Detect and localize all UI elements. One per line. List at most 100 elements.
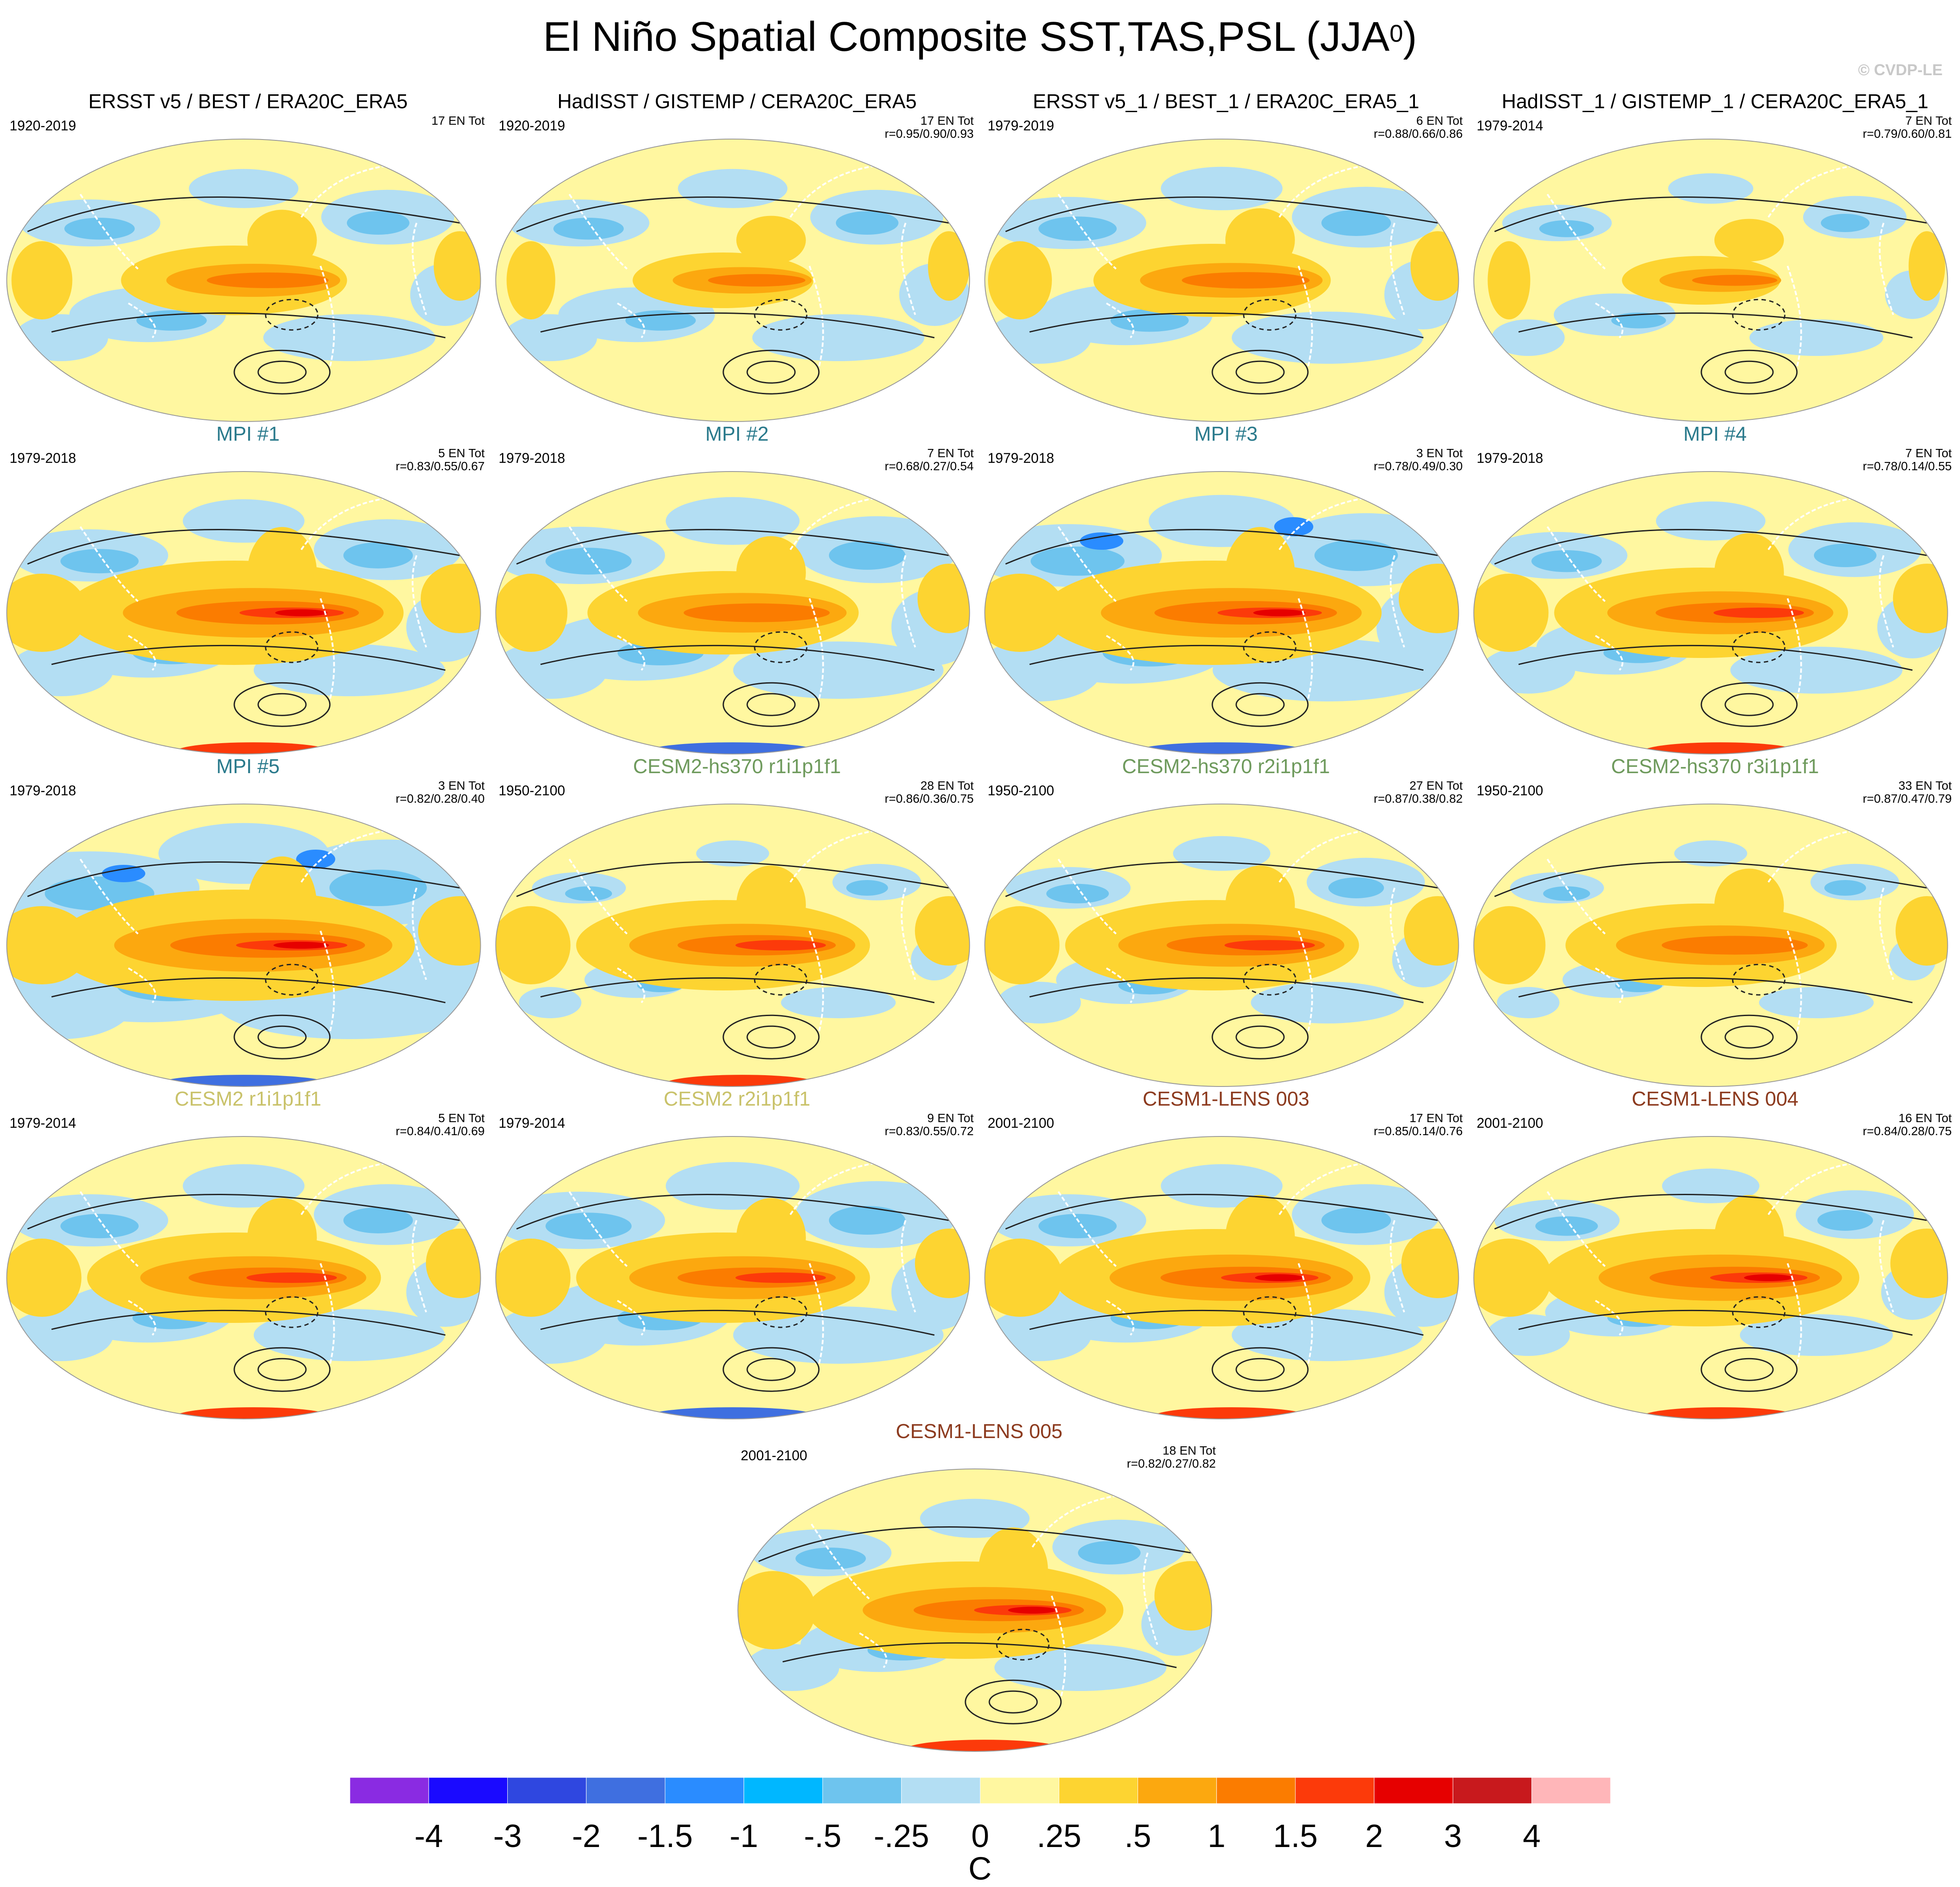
cold-anomaly-region [733, 1306, 944, 1364]
psl-contour [1211, 349, 1309, 395]
event-count-text: 28 EN Tot [920, 779, 974, 792]
cold-anomaly-region [1038, 1214, 1117, 1239]
psl-contour [1700, 1014, 1798, 1060]
cold-anomaly-region [1321, 210, 1391, 236]
map-border [495, 1136, 970, 1419]
strong-cold-anomaly [1274, 517, 1314, 536]
panel-period: 2001-2100 [988, 1115, 1055, 1131]
cold-anomaly-region [1740, 1314, 1893, 1356]
map-border [1473, 139, 1948, 422]
psl-contour [1235, 1358, 1285, 1381]
pattern-correlation-text: r=0.68/0.27/0.54 [885, 459, 974, 473]
warm-anomaly-region [985, 906, 1060, 984]
pattern-correlation-text: r=0.87/0.38/0.82 [1374, 792, 1463, 805]
panel-event-count: 7 EN Tot r=0.78/0.14/0.55 [1863, 447, 1952, 473]
pattern-correlation-text: r=0.78/0.49/0.30 [1374, 459, 1463, 473]
warm-anomaly-region [496, 1239, 571, 1317]
cold-anomaly-region [1046, 884, 1109, 904]
psl-contour [1724, 1358, 1774, 1381]
panel-title: ERSST v5_1 / BEST_1 / ERA20C_ERA5_1 [1033, 90, 1419, 113]
psl-contour [51, 312, 446, 339]
robinson-map [1473, 1136, 1948, 1419]
psl-contour [27, 529, 460, 565]
cold-anomaly-region [1314, 540, 1398, 571]
psl-contour [1029, 312, 1424, 339]
coastline [80, 830, 427, 1032]
antarctic-warm-anomaly [1642, 1407, 1799, 1419]
colorbar-tick-label: -3 [493, 1818, 522, 1854]
panel-event-count: 3 EN Tot r=0.78/0.49/0.30 [1374, 447, 1463, 473]
cold-anomaly-region [1231, 1309, 1423, 1361]
map-panel: CESM2 r2i1p1f1 1979-2014 9 EN Tot r=0.83/0.… [492, 1086, 982, 1419]
panel-event-count: 33 EN Tot r=0.87/0.47/0.79 [1863, 779, 1952, 805]
psl-contour [1211, 1347, 1309, 1392]
cold-anomaly-region [1814, 544, 1877, 567]
map-border [6, 1136, 481, 1419]
warm-anomaly-region [1410, 231, 1459, 301]
warm-anomaly-core [206, 272, 329, 288]
cold-anomaly-region [1486, 1314, 1570, 1356]
psl-contour [51, 1309, 446, 1336]
map-panel: CESM2-hs370 r1i1p1f1 1950-2100 28 EN Tot r=… [492, 754, 982, 1087]
coastline [811, 1495, 1158, 1697]
psl-contour [1029, 1309, 1424, 1336]
cold-anomaly-region [1611, 312, 1666, 329]
psl-contour [1724, 360, 1774, 384]
pattern-correlation-text: r=0.79/0.60/0.81 [1863, 127, 1952, 140]
cold-anomaly-region [781, 987, 896, 1018]
cold-anomaly-region [1543, 886, 1590, 901]
antarctic-warm-anomaly [1153, 1407, 1310, 1419]
panel-title: CESM2-hs370 r3i1p1f1 [1611, 755, 1819, 777]
map-panel: MPI #4 1979-2018 7 EN Tot r=0.78/0.14/0.55 [1471, 422, 1960, 754]
map-panel: ERSST v5_1 / BEST_1 / ERA20C_ERA5_1 1979-… [982, 89, 1471, 422]
colorbar-tick-label: 1 [1208, 1818, 1225, 1854]
colorbar-swatch [1374, 1777, 1453, 1804]
psl-contour [1518, 645, 1913, 671]
antarctic-warm-anomaly [175, 1407, 332, 1419]
cold-anomaly-region [1674, 840, 1747, 867]
warm-anomaly-region [418, 896, 481, 966]
cold-anomaly-region [343, 542, 413, 568]
psl-contour [1005, 529, 1438, 565]
cold-anomaly-region [1161, 166, 1283, 210]
panel-event-count: 9 EN Tot r=0.83/0.55/0.72 [885, 1112, 974, 1138]
colorbar-swatch [901, 1777, 981, 1804]
cold-anomaly-region [503, 314, 597, 361]
cold-anomaly-region [1173, 836, 1271, 871]
antarctic-warm-anomaly [1642, 742, 1799, 754]
cold-anomaly-region [1824, 880, 1866, 896]
coastline [1547, 497, 1894, 699]
panel-title: CESM1-LENS 003 [1142, 1087, 1310, 1110]
map-border [1473, 471, 1948, 754]
panel-title: MPI #1 [216, 422, 280, 445]
warm-anomaly-peak [1255, 1274, 1304, 1281]
psl-contour [1518, 1309, 1913, 1336]
warm-anomaly-region [985, 574, 1066, 652]
cold-anomaly-region [9, 644, 113, 696]
robinson-map [984, 139, 1459, 422]
map-panel: CESM2 r1i1p1f1 1979-2014 5 EN Tot r=0.84/0.… [3, 1086, 492, 1419]
strong-cold-anomaly [1080, 532, 1124, 550]
panel-event-count: 3 EN Tot r=0.82/0.28/0.40 [396, 779, 485, 805]
map-panel: CESM2-hs370 r3i1p1f1 1950-2100 33 EN Tot r=… [1471, 754, 1960, 1087]
antarctic-cold-anomaly [646, 742, 820, 754]
panel-title: CESM2 r1i1p1f1 [174, 1087, 322, 1110]
psl-contour [746, 1025, 796, 1049]
cold-anomaly-region [985, 639, 1102, 701]
map-panel: MPI #1 1979-2018 5 EN Tot r=0.83/0.55/0.67 [3, 422, 492, 754]
cold-anomaly-region [346, 211, 409, 235]
panel-title: CESM2-hs370 r2i1p1f1 [1122, 755, 1330, 777]
cold-anomaly-region [496, 641, 608, 699]
warm-anomaly-region [1474, 574, 1549, 652]
colorbar-tick-label: 4 [1523, 1818, 1541, 1854]
colorbar-tick-label: -.25 [874, 1818, 929, 1854]
pattern-correlation-text: r=0.84/0.41/0.69 [396, 1124, 485, 1138]
panel-event-count: 7 EN Tot r=0.68/0.27/0.54 [885, 447, 974, 473]
psl-contour-negative [754, 299, 808, 331]
cold-anomaly-region [1110, 309, 1189, 332]
colorbar-tick-label: -1.5 [637, 1818, 693, 1854]
coastline [569, 830, 916, 1032]
psl-contour [540, 977, 935, 1003]
pattern-correlation-text: r=0.87/0.47/0.79 [1863, 792, 1952, 805]
panel-title: MPI #2 [705, 422, 769, 445]
